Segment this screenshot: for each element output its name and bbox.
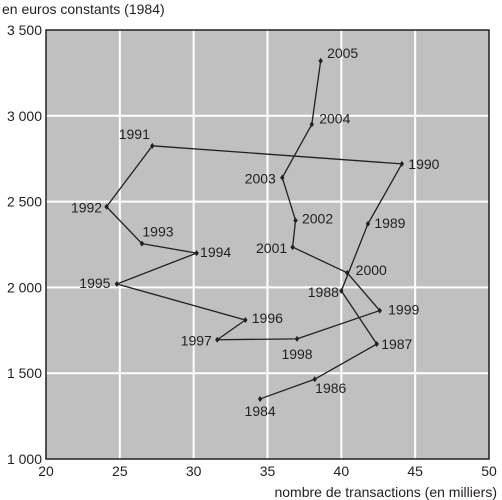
point-label: 1988 [308,284,339,300]
data-point [293,217,298,224]
data-point [290,244,295,251]
data-point [374,341,379,348]
y-tick-label: 3 500 [7,22,42,38]
point-label: 2001 [256,240,287,256]
y-tick-label: 3 000 [7,108,42,124]
y-tick-label: 2 000 [7,279,42,295]
data-point [257,395,263,402]
data-point [345,269,350,276]
data-point [243,317,248,324]
point-label: 1990 [408,156,439,172]
point-label: 2000 [356,262,387,278]
point-label: 1999 [388,302,419,318]
data-point [365,220,371,227]
y-tick-labels: 1 000 1 500 2 000 2 500 3 000 3 500 [7,22,42,467]
point-label: 2003 [245,171,276,187]
data-point [399,160,405,167]
point-label: 1996 [252,310,283,326]
y-tick-label: 1 500 [7,365,42,381]
point-label: 1992 [71,200,102,216]
data-point [339,287,344,294]
data-point [280,174,285,181]
data-point [104,203,109,210]
grid [46,30,489,459]
data-point [309,121,314,128]
x-tick-label: 50 [481,463,497,479]
data-point [215,336,220,343]
plot-frame [45,29,490,460]
x-axis-title: nombre de transactions (en milliers) [274,484,497,500]
data-points [104,57,405,402]
y-axis-title: en euros constants (1984) [2,1,165,17]
point-label: 1993 [142,224,173,240]
point-label: 2005 [327,45,358,61]
data-point [194,250,199,257]
x-tick-label: 20 [38,463,54,479]
data-point [312,376,317,383]
y-tick-label: 1 000 [7,451,42,467]
point-label: 1995 [79,275,110,291]
y-tick-label: 2 500 [7,194,42,210]
data-point [150,142,155,149]
point-label: 1998 [281,346,312,362]
data-point [318,57,323,64]
x-tick-label: 25 [112,463,128,479]
point-label: 1984 [245,403,276,419]
data-point [377,307,382,314]
point-label: 1994 [200,244,231,260]
point-labels: 1984 1986 1987 1988 1989 1990 1991 1992 1993 1994… [71,45,440,419]
point-label: 1987 [381,336,412,352]
data-point [114,280,120,287]
x-tick-label: 45 [407,463,423,479]
data-point [139,240,145,247]
x-tick-label: 35 [260,463,276,479]
point-label: 1986 [315,380,346,396]
point-label: 1991 [119,126,150,142]
data-point [294,335,300,342]
x-tick-labels: 20 25 30 35 40 45 50 [38,463,497,479]
point-label: 2002 [302,210,333,226]
point-label: 1989 [374,215,405,231]
point-label: 1997 [181,333,212,349]
x-tick-label: 40 [334,463,350,479]
x-tick-label: 30 [186,463,202,479]
point-label: 2004 [319,110,350,126]
